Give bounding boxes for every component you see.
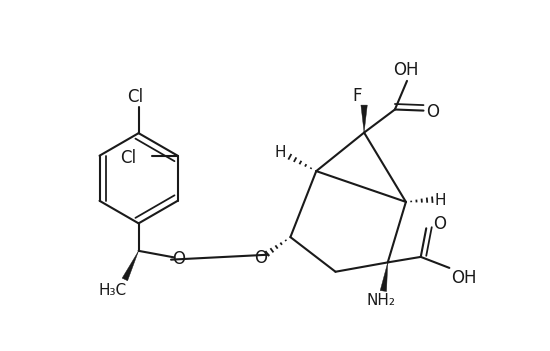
Text: O: O [172,250,185,267]
Text: H: H [274,145,286,160]
Text: NH₂: NH₂ [367,293,396,309]
Text: Cl: Cl [128,88,144,106]
Text: H: H [434,193,446,208]
Text: O: O [433,215,446,233]
Polygon shape [122,251,139,281]
Polygon shape [380,263,388,291]
Text: OH: OH [393,61,419,79]
Text: F: F [352,87,361,105]
Text: O: O [254,249,267,267]
Text: Cl: Cl [120,149,136,167]
Text: H₃C: H₃C [98,283,127,298]
Text: O: O [426,103,439,121]
Text: OH: OH [451,269,476,287]
Polygon shape [361,105,367,133]
